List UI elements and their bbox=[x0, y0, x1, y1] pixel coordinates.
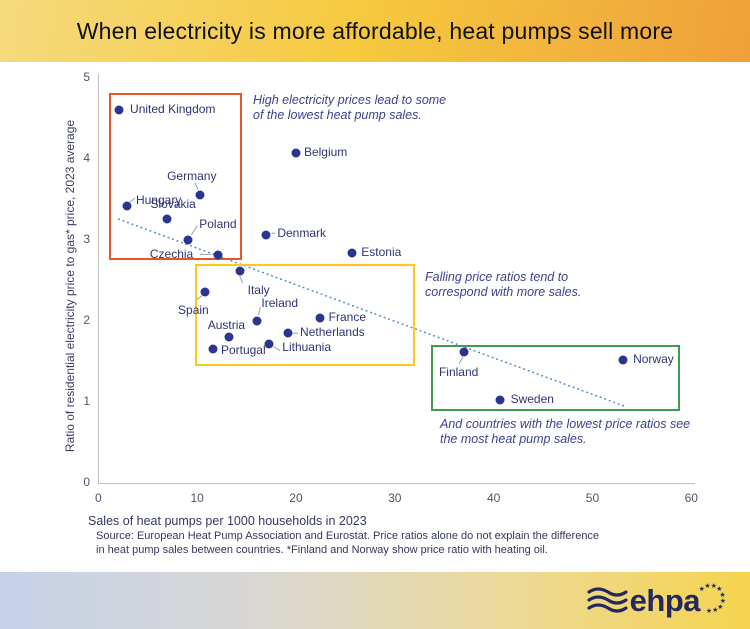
label-france: France bbox=[328, 309, 367, 324]
y-axis-line bbox=[98, 74, 99, 483]
star-icon: ★ bbox=[705, 608, 713, 616]
star-icon: ★ bbox=[704, 582, 711, 590]
source-note: Source: European Heat Pump Association a… bbox=[96, 530, 599, 557]
source-line-2: in heat pump sales between countries. *F… bbox=[96, 543, 548, 556]
point-belgium bbox=[291, 148, 301, 158]
point-netherlands bbox=[283, 328, 293, 338]
y-tick-1: 1 bbox=[83, 394, 90, 408]
label-portugal: Portugal bbox=[220, 343, 266, 358]
point-france bbox=[315, 313, 325, 323]
x-tick-0: 0 bbox=[94, 491, 102, 505]
label-lithuania: Lithuania bbox=[282, 339, 331, 354]
point-italy bbox=[235, 266, 245, 276]
eu-stars-icon: ★ ★ ★ ★ ★ ★ ★ ★ ★ bbox=[698, 579, 734, 623]
annotation-1: High electricity prices lead to some of … bbox=[253, 93, 447, 122]
point-lithuania bbox=[264, 339, 274, 349]
star-icon: ★ bbox=[710, 583, 717, 591]
label-finland: Finland bbox=[438, 364, 479, 379]
point-austria bbox=[224, 332, 234, 342]
point-estonia bbox=[347, 248, 357, 258]
point-norway bbox=[618, 355, 628, 365]
y-tick-5: 5 bbox=[83, 70, 90, 84]
x-tick-60: 60 bbox=[684, 491, 698, 505]
x-tick-20: 20 bbox=[289, 491, 303, 505]
point-hungary bbox=[122, 201, 132, 211]
label-belgium: Belgium bbox=[303, 144, 348, 159]
point-finland bbox=[459, 347, 469, 357]
point-portugal bbox=[208, 344, 218, 354]
x-tick-10: 10 bbox=[190, 491, 204, 505]
star-icon: ★ bbox=[712, 607, 719, 615]
label-norway: Norway bbox=[633, 351, 674, 366]
x-tick-50: 50 bbox=[585, 491, 600, 505]
annotation-2: Falling price ratios tend to correspond … bbox=[425, 270, 582, 299]
label-poland: Poland bbox=[199, 217, 237, 231]
star-icon: ★ bbox=[717, 603, 724, 611]
point-germany bbox=[195, 190, 205, 200]
star-icon: ★ bbox=[719, 597, 727, 605]
scatter-chart: Ratio of residential electricity price t… bbox=[0, 62, 750, 572]
label-sweden: Sweden bbox=[510, 392, 554, 407]
y-tick-0: 0 bbox=[83, 475, 90, 489]
y-tick-3: 3 bbox=[83, 232, 90, 246]
high-price-group-box bbox=[109, 93, 242, 261]
label-germany: Germany bbox=[167, 168, 217, 183]
point-spain bbox=[200, 287, 210, 297]
label-czechia: Czechia bbox=[149, 247, 194, 262]
label-netherlands: Netherlands bbox=[300, 325, 365, 340]
point-denmark bbox=[261, 230, 271, 240]
low-price-group-box bbox=[431, 345, 681, 411]
label-denmark: Denmark bbox=[277, 226, 326, 241]
point-sweden bbox=[495, 395, 505, 405]
logo-wordmark: ehpa bbox=[629, 582, 701, 618]
point-poland bbox=[183, 235, 193, 245]
point-ireland bbox=[252, 316, 262, 326]
page-title: When electricity is more affordable, hea… bbox=[76, 17, 674, 44]
waves-icon bbox=[587, 586, 628, 613]
x-tick-40: 40 bbox=[486, 491, 501, 505]
header-banner: When electricity is more affordable, hea… bbox=[0, 0, 750, 62]
point-united-kingdom bbox=[114, 105, 124, 115]
label-italy: Italy bbox=[247, 282, 270, 297]
annotation-3: And countries with the lowest price rati… bbox=[440, 417, 691, 446]
star-icon: ★ bbox=[716, 586, 723, 594]
y-tick-2: 2 bbox=[83, 313, 90, 327]
label-slovakia: Slovakia bbox=[150, 196, 196, 211]
label-spain: Spain bbox=[178, 302, 209, 317]
point-slovakia bbox=[162, 214, 172, 224]
ehpa-logo: ehpa ★ ★ ★ ★ ★ ★ ★ ★ ★ bbox=[586, 579, 734, 623]
footer-banner: ehpa ★ ★ ★ ★ ★ ★ ★ ★ ★ bbox=[0, 572, 750, 629]
x-axis-title: Sales of heat pumps per 1000 households … bbox=[88, 514, 367, 528]
source-line-1: Source: European Heat Pump Association a… bbox=[96, 530, 600, 542]
label-hungary: Hungary bbox=[135, 192, 182, 207]
x-axis-line bbox=[98, 483, 695, 484]
x-tick-30: 30 bbox=[388, 491, 402, 505]
y-tick-4: 4 bbox=[83, 151, 90, 165]
star-icon: ★ bbox=[698, 585, 705, 593]
label-ireland: Ireland bbox=[261, 296, 299, 310]
label-estonia: Estonia bbox=[361, 244, 402, 259]
label-united-kingdom: United Kingdom bbox=[130, 102, 216, 117]
star-icon: ★ bbox=[719, 591, 726, 599]
point-czechia bbox=[213, 250, 223, 260]
mid-price-group-box bbox=[195, 264, 415, 367]
label-austria: Austria bbox=[207, 318, 246, 333]
